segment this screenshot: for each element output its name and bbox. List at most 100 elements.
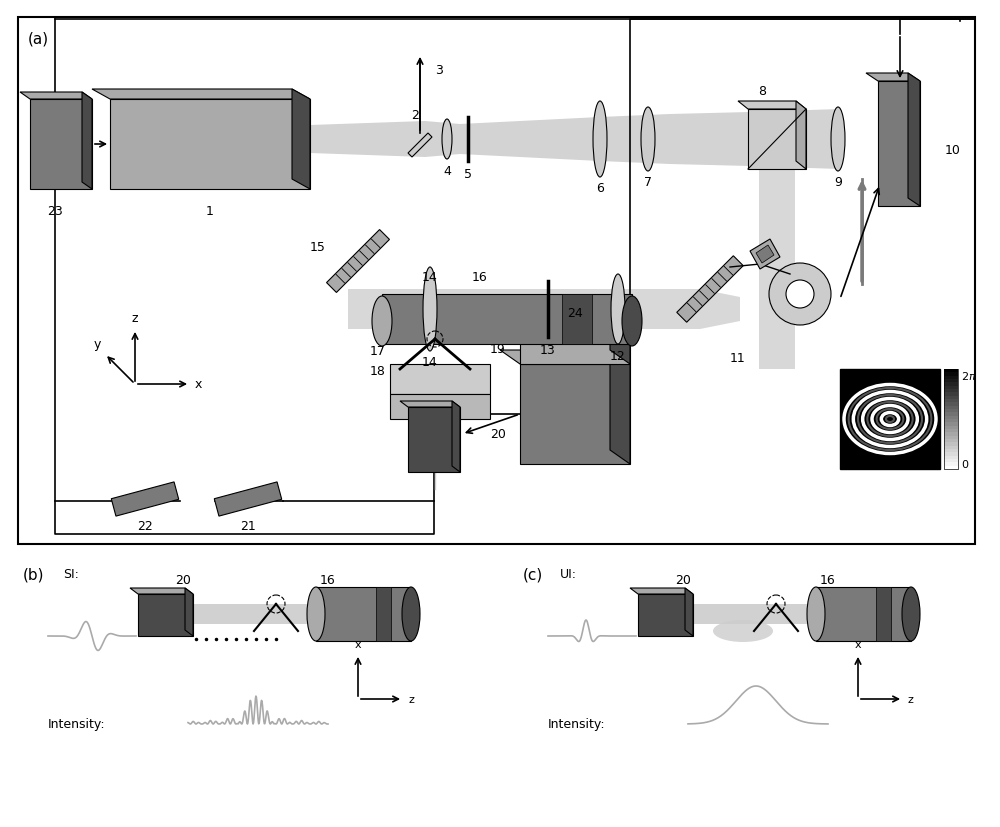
Text: 16: 16 — [472, 270, 488, 284]
Polygon shape — [840, 370, 940, 470]
Text: 4: 4 — [443, 165, 451, 178]
Polygon shape — [944, 409, 958, 413]
Polygon shape — [30, 100, 92, 189]
Polygon shape — [944, 463, 958, 466]
Text: x: x — [195, 378, 202, 391]
Text: $2\pi$: $2\pi$ — [961, 370, 977, 381]
Polygon shape — [408, 408, 460, 472]
Polygon shape — [630, 588, 693, 595]
Polygon shape — [944, 393, 958, 396]
Text: (b): (b) — [23, 567, 45, 582]
Polygon shape — [610, 351, 630, 465]
Polygon shape — [944, 413, 958, 416]
Text: 15: 15 — [310, 241, 326, 254]
Polygon shape — [138, 595, 193, 636]
Text: 5: 5 — [464, 168, 472, 181]
Polygon shape — [748, 110, 806, 170]
Polygon shape — [944, 416, 958, 419]
Text: 16: 16 — [320, 573, 336, 586]
Polygon shape — [944, 376, 958, 380]
Text: 13: 13 — [540, 343, 556, 356]
Text: x: x — [355, 639, 361, 649]
Polygon shape — [944, 386, 958, 390]
Polygon shape — [790, 283, 822, 307]
Ellipse shape — [402, 587, 420, 641]
Polygon shape — [214, 482, 282, 517]
Polygon shape — [610, 316, 630, 365]
Ellipse shape — [807, 587, 825, 641]
Polygon shape — [193, 605, 316, 624]
Text: 12: 12 — [610, 350, 626, 362]
Text: 10: 10 — [945, 143, 961, 156]
Text: 16: 16 — [820, 573, 836, 586]
Text: 14: 14 — [422, 270, 438, 284]
Polygon shape — [110, 100, 310, 189]
Text: UI:: UI: — [560, 567, 577, 581]
Polygon shape — [944, 426, 958, 429]
Text: 14: 14 — [422, 356, 438, 369]
Polygon shape — [500, 316, 630, 330]
Polygon shape — [944, 457, 958, 460]
Ellipse shape — [641, 108, 655, 172]
Polygon shape — [944, 373, 958, 376]
Text: 24: 24 — [567, 307, 583, 319]
Polygon shape — [944, 383, 958, 386]
Text: 19: 19 — [490, 343, 506, 356]
Ellipse shape — [902, 587, 920, 641]
Text: (a): (a) — [28, 32, 49, 47]
Polygon shape — [944, 403, 958, 406]
Polygon shape — [866, 74, 920, 82]
Polygon shape — [944, 433, 958, 436]
Polygon shape — [944, 399, 958, 403]
Polygon shape — [382, 294, 632, 345]
Text: z: z — [908, 694, 914, 704]
Polygon shape — [316, 587, 411, 641]
Ellipse shape — [307, 587, 325, 641]
Polygon shape — [944, 453, 958, 457]
Polygon shape — [944, 466, 958, 470]
Ellipse shape — [593, 102, 607, 178]
Polygon shape — [520, 365, 630, 465]
Polygon shape — [756, 246, 774, 264]
Polygon shape — [944, 436, 958, 439]
Text: 20: 20 — [175, 573, 191, 586]
Polygon shape — [111, 482, 179, 517]
Polygon shape — [292, 90, 310, 189]
Polygon shape — [944, 442, 958, 446]
Polygon shape — [310, 110, 840, 170]
Text: 7: 7 — [644, 176, 652, 189]
Polygon shape — [400, 402, 460, 408]
Polygon shape — [944, 390, 958, 393]
Polygon shape — [20, 93, 92, 100]
Text: z: z — [408, 694, 414, 704]
Polygon shape — [944, 449, 958, 453]
Ellipse shape — [372, 297, 392, 347]
Polygon shape — [944, 406, 958, 409]
Text: y: y — [94, 337, 101, 351]
Polygon shape — [944, 380, 958, 383]
Polygon shape — [376, 587, 391, 641]
Polygon shape — [944, 396, 958, 399]
Ellipse shape — [713, 620, 773, 643]
Polygon shape — [82, 93, 92, 189]
Ellipse shape — [442, 120, 452, 160]
Polygon shape — [130, 588, 193, 595]
Polygon shape — [452, 402, 460, 472]
Polygon shape — [520, 330, 630, 365]
Text: 2: 2 — [411, 109, 419, 122]
Text: 20: 20 — [675, 573, 691, 586]
Text: 23: 23 — [47, 205, 63, 218]
Text: Intensity:: Intensity: — [48, 718, 106, 730]
Ellipse shape — [769, 264, 831, 326]
Text: 0: 0 — [961, 460, 968, 470]
Polygon shape — [876, 587, 891, 641]
Text: 18: 18 — [370, 365, 386, 378]
Polygon shape — [750, 240, 780, 270]
Polygon shape — [759, 170, 795, 370]
Polygon shape — [408, 134, 432, 158]
Polygon shape — [677, 256, 743, 323]
Text: Intensity:: Intensity: — [548, 718, 606, 730]
Text: 17: 17 — [370, 345, 386, 358]
Text: 22: 22 — [137, 519, 153, 533]
Text: 20: 20 — [490, 428, 506, 441]
